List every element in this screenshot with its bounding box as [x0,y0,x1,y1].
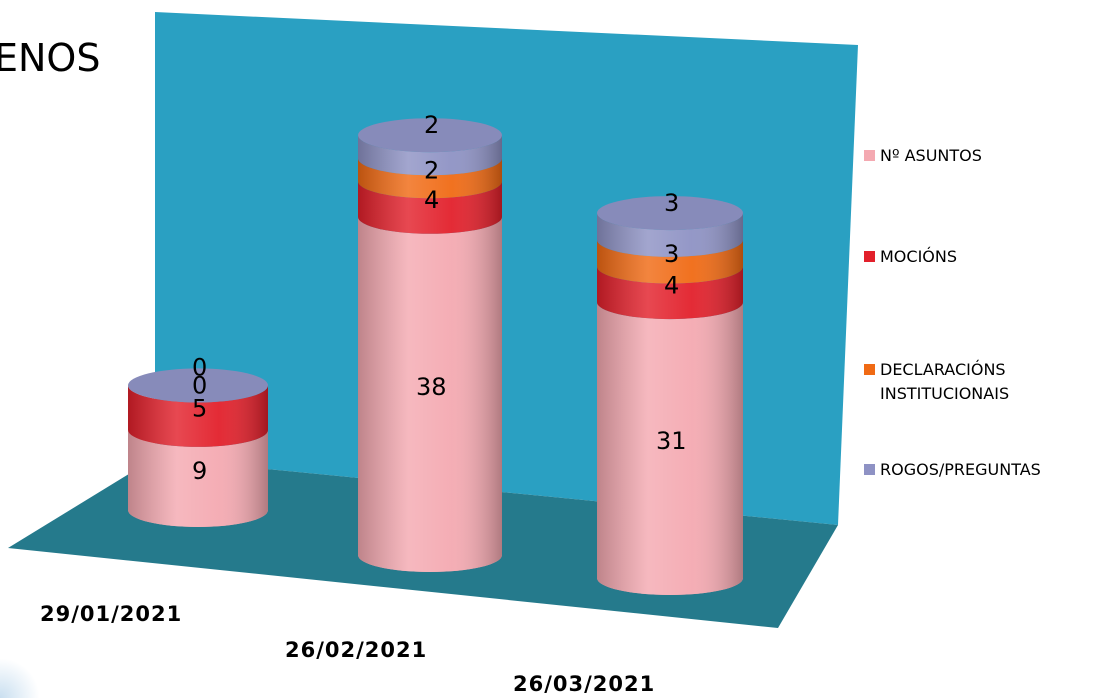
x-tick-label-1: 29/01/2021 [40,602,183,626]
legend-swatch-mocions [864,251,875,262]
bar-segment-shading [128,429,268,527]
bar-segment-shading [128,385,268,447]
bar-segment-shading [358,216,502,573]
x-tick-label-3: 26/03/2021 [513,672,656,696]
legend-label-asuntos: Nº ASUNTOS [880,146,982,165]
cylinder-top-cap [358,118,502,153]
legend-item-asuntos: Nº ASUNTOS [864,144,982,168]
data-label-3-1: 31 [656,427,687,455]
data-label-1-1: 9 [192,457,207,485]
data-label-2-2: 4 [424,186,439,214]
data-label-1-3: 0 [192,371,207,399]
legend-label-mocions: MOCIÓNS [880,247,958,266]
data-label-3-2: 4 [664,271,679,299]
data-label-2-4: 2 [424,111,439,139]
legend-item-mocions: MOCIÓNS [864,245,957,269]
chart-title: ENOS [0,36,101,80]
cylinder-3 [597,196,743,595]
legend-label-rogos: ROGOS/PREGUNTAS [880,460,1041,479]
data-label-3-4: 3 [664,189,679,217]
data-label-1-4: 0 [192,353,207,381]
data-label-2-3: 2 [424,157,439,185]
cylinder-top-cap [128,368,268,403]
legend-swatch-declaracions [864,364,875,375]
data-label-2-1: 38 [416,373,447,401]
corner-decoration [0,658,40,698]
cylinder-1 [128,368,268,527]
legend-swatch-rogos [864,464,875,475]
data-label-3-3: 3 [664,240,679,268]
legend-label-declaracions: DECLARACIÓNS INSTITUCIONAIS [880,360,1010,403]
cylinder-top-cap [597,196,743,231]
x-tick-label-2: 26/02/2021 [285,638,428,662]
data-label-1-2: 5 [192,395,207,423]
bar-segment-shading [597,302,743,595]
legend-item-declaracions: DECLARACIÓNS INSTITUCIONAIS [864,358,1064,406]
legend-swatch-asuntos [864,150,875,161]
cylinder-2 [358,118,502,573]
legend-item-rogos: ROGOS/PREGUNTAS [864,458,1041,482]
